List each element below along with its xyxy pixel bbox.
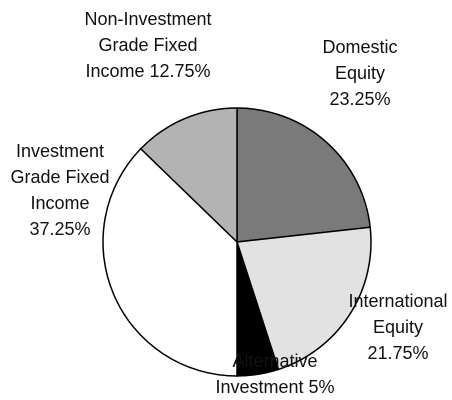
label-line: Equity <box>335 63 385 83</box>
label-line: Income <box>30 193 89 213</box>
label-line: International <box>348 291 447 311</box>
label-line: Income <box>85 61 149 81</box>
pie-slice <box>102 147 238 377</box>
label-line: Investment <box>215 377 308 397</box>
value-label: 37.25% <box>29 219 90 239</box>
value-label: 12.75% <box>149 61 210 81</box>
slice-label: Alternative Investment 5% <box>215 351 334 397</box>
pie-slice <box>236 226 372 371</box>
label-line: Investment <box>16 141 104 161</box>
value-label: 23.25% <box>329 89 390 109</box>
value-label: 21.75% <box>367 343 428 363</box>
label-line: Equity <box>373 317 423 337</box>
label-line: Grade Fixed <box>10 167 109 187</box>
slice-label: International Equity 21.75% <box>348 291 447 363</box>
label-line: Alternative <box>232 351 317 371</box>
label-line: Grade Fixed <box>98 35 197 55</box>
slice-label: Investment Grade Fixed Income 37.25% <box>10 141 109 239</box>
label-line: Domestic <box>322 37 397 57</box>
pie-slice <box>139 107 238 244</box>
value-label: 5% <box>309 377 335 397</box>
pie-slice <box>236 107 372 243</box>
slice-label: Domestic Equity 23.25% <box>322 37 397 109</box>
label-line: Non-Investment <box>84 9 211 29</box>
slice-label: Non-Investment Grade Fixed Income 12.75% <box>84 9 211 81</box>
